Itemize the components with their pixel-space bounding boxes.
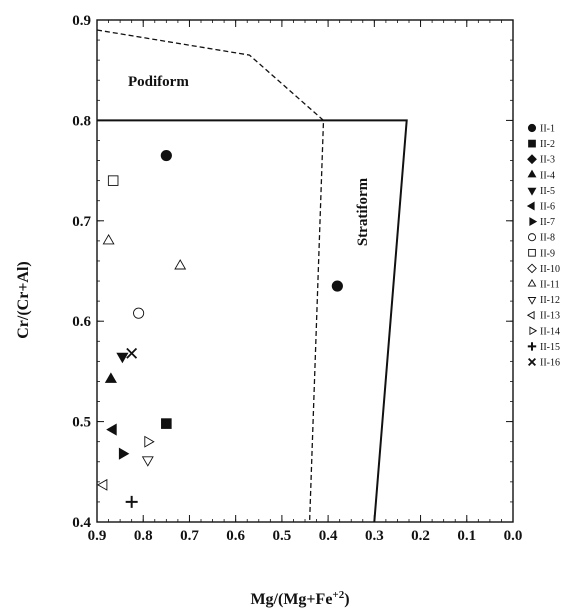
x-tick-label: 0.6 — [226, 528, 245, 544]
data-point-ii-16 — [127, 349, 137, 359]
data-point-ii-13 — [98, 480, 107, 490]
legend-label-ii-5: II-5 — [540, 186, 555, 197]
legend-marker-ii-13 — [528, 312, 534, 319]
data-points — [98, 150, 343, 507]
y-axis-title: Cr/(Cr+Al) — [15, 261, 32, 339]
legend-marker-ii-5 — [528, 188, 535, 194]
data-point-ii-12 — [143, 457, 153, 466]
x-tick-label: 0.5 — [273, 528, 292, 544]
legend-marker-ii-15 — [528, 342, 536, 350]
legend-label-ii-2: II-2 — [540, 139, 555, 150]
axis-ticks: 0.9 0.8 0.7 0.6 0.5 0.4 0.3 0.2 0.1 0.00.90.80.70… — [72, 13, 522, 544]
legend-label-ii-9: II-9 — [540, 248, 555, 259]
legend-label-ii-11: II-11 — [540, 280, 560, 291]
legend-marker-ii-10 — [528, 264, 536, 272]
data-point-ii-7 — [119, 449, 128, 459]
legend-marker-ii-14 — [530, 327, 536, 334]
x-tick-label: 0.8 — [134, 528, 153, 544]
legend-label-ii-8: II-8 — [540, 233, 555, 244]
data-point-ii-14 — [145, 437, 154, 447]
data-point-ii-11 — [175, 260, 185, 269]
legend-marker-ii-16 — [529, 359, 536, 366]
legend-label-ii-3: II-3 — [540, 155, 555, 166]
legend-label-ii-15: II-15 — [540, 342, 560, 353]
x-tick-label: 0.7 — [180, 528, 199, 544]
legend-label-ii-6: II-6 — [540, 202, 555, 213]
field-line-podiform — [97, 30, 324, 522]
field-boundaries — [97, 30, 407, 522]
legend-label-ii-10: II-10 — [540, 264, 560, 275]
data-point-ii-1 — [332, 281, 342, 291]
data-point-ii-2 — [162, 419, 172, 429]
legend-marker-ii-2 — [529, 140, 536, 147]
data-point-ii-9 — [108, 176, 118, 186]
x-tick-label: 0.2 — [411, 528, 430, 544]
x-tick-label: 0.0 — [504, 528, 523, 544]
plot-frame — [97, 20, 513, 522]
x-tick-label: 0.4 — [319, 528, 338, 544]
podiform-label: Podiform — [128, 74, 189, 90]
legend-label-ii-16: II-16 — [540, 358, 560, 369]
y-tick-label: 0.7 — [72, 214, 91, 230]
legend-marker-ii-11 — [528, 280, 535, 286]
data-point-ii-8 — [134, 308, 144, 318]
legend-marker-ii-1 — [528, 124, 535, 131]
x-tick-label: 0.3 — [365, 528, 384, 544]
legend-marker-ii-8 — [528, 234, 535, 241]
y-tick-label: 0.8 — [72, 113, 91, 129]
y-tick-label: 0.4 — [72, 515, 91, 531]
legend-label-ii-7: II-7 — [540, 217, 555, 228]
legend-label-ii-13: II-13 — [540, 311, 560, 322]
x-axis-title: Mg/(Mg+Fe+2) — [250, 589, 349, 608]
legend: II-1 II-2 II-3 II-4 II-5 II-6 II-7 II-8 II-9 II-1… — [528, 124, 560, 369]
y-tick-label: 0.9 — [72, 13, 91, 29]
legend-marker-ii-4 — [528, 171, 535, 177]
data-point-ii-6 — [107, 424, 116, 434]
legend-marker-ii-9 — [529, 249, 536, 256]
legend-marker-ii-6 — [528, 202, 534, 209]
stratiform-label: Stratiform — [355, 177, 371, 246]
legend-marker-ii-7 — [530, 218, 536, 225]
legend-label-ii-12: II-12 — [540, 295, 560, 306]
data-point-ii-4 — [106, 373, 116, 382]
legend-marker-ii-3 — [528, 155, 536, 163]
legend-marker-ii-12 — [528, 298, 535, 304]
data-point-ii-11 — [103, 235, 113, 244]
y-tick-label: 0.6 — [72, 314, 91, 330]
x-tick-label: 0.1 — [457, 528, 476, 544]
x-axis-title-text: Mg/(Mg+Fe+2) — [250, 589, 349, 608]
y-tick-label: 0.5 — [72, 415, 91, 431]
data-point-ii-5 — [117, 353, 127, 362]
legend-label-ii-14: II-14 — [540, 326, 560, 337]
data-point-ii-1 — [161, 150, 171, 160]
plot-border — [97, 20, 513, 522]
legend-label-ii-4: II-4 — [540, 170, 555, 181]
legend-label-ii-1: II-1 — [540, 124, 555, 135]
data-point-ii-15 — [126, 496, 138, 508]
